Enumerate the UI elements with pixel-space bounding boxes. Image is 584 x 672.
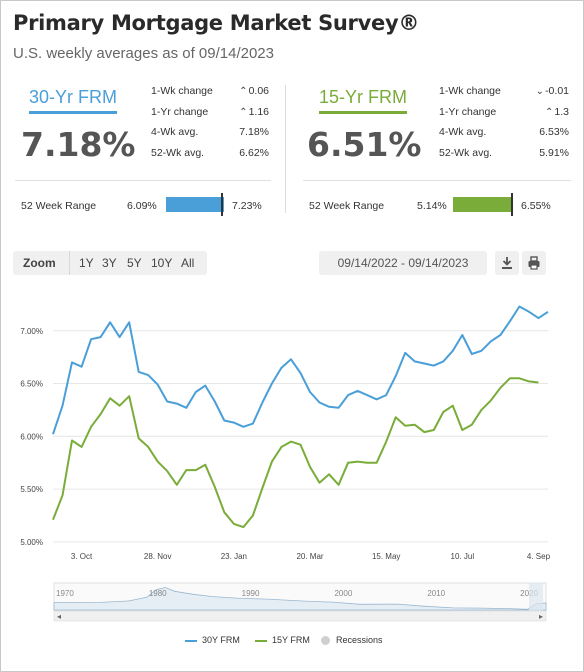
range-navigator[interactable]: 197019801990200020102020 ◂ ▸	[53, 582, 547, 622]
x-tick-label: 4. Sep	[527, 552, 551, 561]
x-tick-label: 15. May	[372, 552, 400, 561]
stats-15yr: 1-Wk change ⌄-0.01 1-Yr change ⌃1.3 4-Wk…	[439, 85, 569, 167]
wk-change-value: -0.01	[545, 85, 569, 97]
legend-line-15y	[255, 639, 267, 642]
zoom-label: Zoom	[23, 256, 56, 270]
zoom-all-button[interactable]: All	[181, 256, 195, 270]
legend-item-15y[interactable]: 15Y FRM	[255, 635, 310, 645]
legend-label-15y: 15Y FRM	[272, 635, 310, 645]
yr-change-value: 1.3	[554, 105, 569, 118]
zoom-5y-button[interactable]: 5Y	[127, 256, 142, 270]
panel-divider	[285, 85, 286, 213]
range-low: 6.09%	[127, 200, 157, 212]
yr-change-value: 1.16	[248, 105, 269, 118]
zoom-3y-button[interactable]: 3Y	[102, 256, 117, 270]
legend-label-recessions: Recessions	[336, 635, 383, 645]
wk52-avg-value: 6.62%	[239, 146, 269, 159]
rate-value-30yr: 7.18%	[21, 125, 136, 164]
chevron-down-icon: ⌄	[535, 86, 545, 97]
scroll-right-icon[interactable]: ▸	[539, 612, 543, 621]
chevron-up-icon: ⌃	[545, 106, 554, 118]
zoom-separator	[69, 251, 70, 275]
range-label: 52 Week Range	[309, 200, 385, 212]
zoom-10y-button[interactable]: 10Y	[151, 256, 173, 270]
legend-item-30y[interactable]: 30Y FRM	[185, 635, 240, 645]
legend-dot-recessions	[321, 636, 330, 646]
zoom-control: Zoom 1Y 3Y 5Y 10Y All	[13, 251, 207, 275]
navigator-year-label: 2000	[334, 589, 352, 598]
legend-line-30y	[185, 639, 197, 642]
y-tick-label: 6.50%	[20, 380, 43, 389]
download-button[interactable]	[495, 251, 519, 275]
y-tick-label: 6.00%	[20, 432, 43, 441]
rate-label-30yr: 30-Yr FRM	[29, 87, 118, 114]
range-high: 7.23%	[232, 200, 262, 212]
range-low: 5.14%	[417, 200, 447, 212]
x-tick-label: 23. Jan	[221, 552, 247, 561]
wk52-avg-label: 52-Wk avg.	[151, 146, 205, 159]
wk-change-label: 1-Wk change	[151, 85, 213, 97]
y-tick-label: 5.00%	[20, 538, 43, 547]
navigator-scrollbar[interactable]	[53, 610, 547, 622]
series-line-30y[interactable]	[52, 305, 549, 435]
wk4-avg-value: 6.53%	[539, 126, 569, 138]
range-bar	[453, 197, 513, 212]
wk4-avg-label: 4-Wk avg.	[151, 126, 199, 138]
divider	[303, 180, 571, 181]
rate-label-15yr: 15-Yr FRM	[319, 87, 408, 114]
navigator-year-label: 1970	[56, 589, 74, 598]
chevron-up-icon: ⌃	[239, 86, 248, 97]
rate-panel-30yr: 30-Yr FRM 7.18% 1-Wk change ⌃0.06 1-Yr c…	[15, 81, 271, 221]
print-icon	[528, 256, 540, 270]
rates-chart: 5.00% 5.50% 6.00% 6.50% 7.00% 3. Oct 28. Nov 2…	[20, 305, 551, 622]
wk4-avg-label: 4-Wk avg.	[439, 126, 487, 138]
range-current-marker	[221, 193, 223, 216]
rate-value-15yr: 6.51%	[307, 125, 422, 164]
x-tick-label: 20. Mar	[296, 552, 323, 561]
navigator-selection[interactable]	[529, 583, 543, 611]
x-tick-label: 28. Nov	[144, 552, 172, 561]
wk4-avg-value: 7.18%	[239, 126, 269, 138]
print-button[interactable]	[522, 251, 546, 275]
divider	[15, 180, 271, 181]
chevron-up-icon: ⌃	[239, 106, 248, 118]
series-line-15y[interactable]	[52, 377, 539, 529]
y-tick-label: 7.00%	[20, 327, 43, 336]
wk52-avg-value: 5.91%	[539, 146, 569, 159]
navigator-series	[53, 587, 547, 611]
wk52-avg-label: 52-Wk avg.	[439, 146, 493, 159]
range-bar	[166, 197, 224, 212]
chart-legend: 30Y FRM 15Y FRM Recessions	[1, 631, 584, 651]
zoom-1y-button[interactable]: 1Y	[79, 256, 94, 270]
navigator-year-label: 1990	[242, 589, 260, 598]
navigator-year-label: 1980	[149, 589, 167, 598]
x-tick-label: 3. Oct	[71, 552, 93, 561]
range-label: 52 Week Range	[21, 200, 97, 212]
scroll-left-icon[interactable]: ◂	[57, 612, 61, 621]
legend-label-30y: 30Y FRM	[202, 635, 240, 645]
wk-change-value: 0.06	[248, 85, 269, 97]
date-range-display[interactable]: 09/14/2022 - 09/14/2023	[319, 251, 487, 275]
legend-item-recessions[interactable]: Recessions	[321, 635, 383, 646]
yr-change-label: 1-Yr change	[151, 105, 209, 118]
x-tick-label: 10. Jul	[451, 552, 475, 561]
stats-30yr: 1-Wk change ⌃0.06 1-Yr change ⌃1.16 4-Wk…	[151, 85, 269, 167]
y-tick-label: 5.50%	[20, 485, 43, 494]
yr-change-label: 1-Yr change	[439, 105, 497, 118]
navigator-year-label: 2010	[427, 589, 445, 598]
rate-panel-15yr: 15-Yr FRM 6.51% 1-Wk change ⌄-0.01 1-Yr …	[303, 81, 573, 221]
range-current-marker	[511, 193, 513, 216]
range-high: 6.55%	[521, 200, 551, 212]
wk-change-label: 1-Wk change	[439, 85, 501, 97]
download-icon	[502, 257, 512, 269]
page-title: Primary Mortgage Market Survey®	[13, 11, 420, 35]
page-subtitle: U.S. weekly averages as of 09/14/2023	[13, 45, 274, 62]
